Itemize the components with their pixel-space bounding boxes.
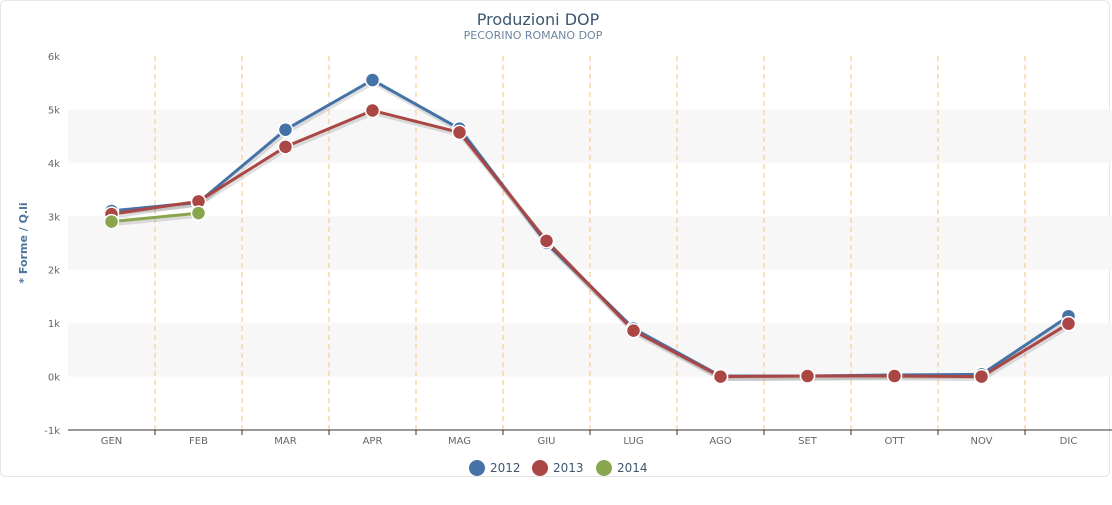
data-point-2012 — [364, 72, 381, 88]
data-point-2013 — [538, 233, 555, 249]
y-tick-label: 5k — [48, 105, 60, 116]
legend-label: 2012 — [490, 461, 521, 475]
y-tick-label: 2k — [48, 266, 60, 277]
legend: 2012 2013 2014 — [469, 460, 648, 476]
x-tick-label: LUG — [623, 436, 643, 447]
data-point-2013 — [451, 124, 468, 141]
data-point-2012 — [277, 121, 294, 138]
y-axis-ticks: -1k 0k 1k 2k 3k 4k 5k 6k — [44, 52, 60, 437]
data-point-2013 — [886, 368, 903, 384]
data-point-2013 — [277, 139, 294, 155]
x-tick-label: APR — [363, 436, 383, 447]
data-point-2013 — [799, 368, 816, 384]
legend-marker — [596, 460, 612, 476]
y-tick-label: 0k — [48, 373, 60, 384]
grid-band — [68, 216, 1112, 270]
y-tick-label: 1k — [48, 319, 60, 330]
data-point-2013 — [973, 368, 990, 385]
chart-subtitle: PECORINO ROMANO DOP — [464, 29, 603, 42]
legend-marker — [532, 460, 548, 476]
y-axis-label: * Forme / Q.li — [17, 202, 30, 283]
x-tick-label: DIC — [1060, 436, 1078, 447]
data-point-2013 — [1060, 315, 1077, 332]
x-tick-label: GIU — [537, 436, 555, 447]
x-tick-label: GEN — [101, 436, 123, 447]
series-line-shadow-2014 — [112, 212, 200, 227]
series-line-2014 — [111, 211, 199, 224]
legend-label: 2013 — [553, 461, 584, 475]
data-point-2013 — [364, 102, 381, 119]
y-tick-label: 3k — [48, 212, 60, 223]
axes — [68, 429, 1112, 435]
grid-band — [68, 323, 1112, 377]
series-lines — [111, 78, 1071, 382]
x-axis-ticks: GEN FEB MAR APR MAG GIU LUG AGO SET OTT NOV DIC — [101, 436, 1078, 447]
x-tick-label: MAG — [448, 436, 471, 447]
data-point-2014 — [190, 205, 207, 221]
legend-item-2014: 2014 — [596, 460, 648, 476]
x-tick-label: NOV — [970, 436, 992, 447]
y-tick-label: 6k — [48, 52, 60, 63]
x-tick-label: AGO — [709, 436, 731, 447]
x-tick-label: MAR — [274, 436, 296, 447]
legend-item-2012: 2012 — [469, 460, 521, 476]
x-tick-label: OTT — [885, 436, 906, 447]
data-point-2013 — [625, 322, 642, 339]
series-points — [103, 72, 1077, 385]
chart-title: Produzioni DOP — [477, 10, 600, 29]
plot-background-bands — [68, 109, 1112, 377]
series-line-2013 — [111, 109, 1070, 379]
y-tick-label: -1k — [44, 426, 60, 437]
data-point-2013 — [712, 368, 729, 385]
data-point-2014 — [103, 213, 120, 230]
y-tick-label: 4k — [48, 159, 60, 170]
x-tick-label: FEB — [189, 436, 208, 447]
legend-marker — [469, 460, 485, 476]
legend-label: 2014 — [617, 461, 648, 475]
legend-item-2013: 2013 — [532, 460, 584, 476]
x-tick-label: SET — [798, 436, 818, 447]
grid-band — [68, 109, 1112, 163]
